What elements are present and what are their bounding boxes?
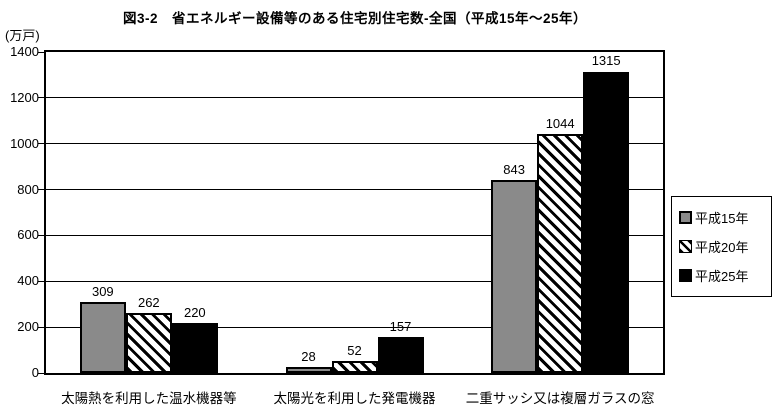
bar-value-s1-c0: 262 (137, 294, 160, 310)
legend-swatch-black-icon (679, 269, 692, 282)
y-tick-label-1000: 1000 (10, 135, 39, 151)
bar-value-s0-c2: 843 (503, 161, 525, 177)
y-tick-label-200: 200 (17, 319, 39, 335)
bar-s0-c1 (285, 366, 332, 373)
y-tick-mark-400 (38, 280, 45, 282)
category-label-0: 太陽熱を利用した温水機器等 (61, 391, 237, 406)
bar-value-s2-c1: 157 (389, 319, 412, 334)
bar-s0-c2 (491, 179, 538, 373)
y-axis-unit-label: (万戸) (5, 28, 40, 43)
y-tick-label-600: 600 (17, 227, 39, 243)
y-tick-mark-600 (38, 234, 45, 236)
y-tick-mark-1400 (38, 51, 45, 53)
y-tick-mark-0 (38, 372, 45, 374)
legend-item-heisei20: 平成20年 (679, 237, 769, 256)
legend-item-heisei15: 平成15年 (679, 208, 769, 227)
bar-s1-c0 (125, 312, 172, 373)
y-tick-mark-1000 (38, 143, 45, 145)
category-label-1: 太陽光を利用した発電機器 (273, 391, 436, 406)
bar-value-s1-c2: 1044 (545, 115, 575, 131)
bar-value-s1-c1: 52 (347, 343, 362, 359)
y-tick-label-1200: 1200 (10, 89, 39, 105)
bar-value-s2-c2: 1315 (591, 53, 621, 69)
legend-label-heisei25: 平成25年 (695, 269, 749, 284)
chart-title: 図3-2 省エネルギー設備等のある住宅別住宅数-全国（平成15年～25年） (122, 11, 588, 26)
gridline-800 (46, 189, 663, 191)
bar-s2-c0 (171, 322, 218, 373)
bar-value-s0-c1: 28 (301, 348, 316, 364)
legend-item-heisei25: 平成25年 (679, 266, 769, 285)
y-tick-label-400: 400 (17, 273, 39, 289)
y-tick-mark-1200 (38, 97, 45, 99)
gridline-1000 (46, 143, 663, 145)
legend-swatch-gray-icon (679, 211, 692, 224)
legend-label-heisei20: 平成20年 (695, 240, 749, 255)
plot-area: 309 262 220 28 52 157 843 1044 1315 (44, 50, 665, 375)
legend-label-heisei15: 平成15年 (695, 211, 749, 226)
gridline-200 (46, 326, 663, 328)
bar-value-s2-c0: 220 (183, 304, 206, 320)
category-label-2: 二重サッシ又は複層ガラスの窓 (465, 391, 655, 406)
bar-s2-c2 (583, 71, 630, 373)
y-tick-mark-200 (38, 326, 45, 328)
legend-swatch-hatch-icon (679, 240, 692, 253)
bar-s1-c1 (331, 361, 378, 373)
gridline-400 (46, 280, 663, 282)
legend-box: 平成15年 平成20年 平成25年 (671, 196, 772, 297)
y-tick-mark-800 (38, 189, 45, 191)
y-tick-label-1400: 1400 (10, 44, 39, 59)
gridline-600 (46, 234, 663, 236)
bar-s1-c2 (537, 133, 584, 373)
bar-value-s0-c0: 309 (91, 284, 114, 300)
bar-s2-c1 (377, 337, 424, 373)
bar-s0-c0 (79, 302, 126, 373)
y-tick-label-0: 0 (31, 365, 39, 380)
y-tick-label-800: 800 (17, 181, 39, 197)
gridline-1200 (46, 97, 663, 99)
